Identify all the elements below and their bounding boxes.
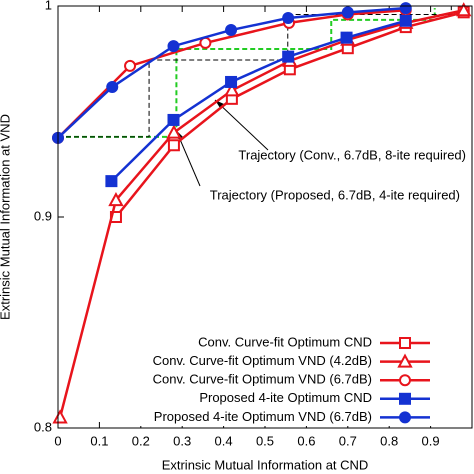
marker — [399, 14, 412, 27]
trajectory — [58, 8, 436, 138]
series-line — [58, 8, 464, 418]
marker — [52, 409, 68, 424]
marker — [397, 353, 413, 368]
plot-frame — [57, 5, 473, 429]
y-tick-label: 1 — [45, 0, 52, 12]
x-tick-label: 0.6 — [297, 433, 315, 448]
marker — [106, 81, 119, 94]
y-axis-label: Extrinsic Mutual Information at VND — [0, 114, 12, 320]
x-tick-label: 0.5 — [256, 433, 274, 448]
x-tick-label: 0.3 — [173, 433, 191, 448]
marker — [225, 75, 238, 88]
legend-label: Proposed 4-ite Optimum VND (6.7dB) — [154, 409, 372, 424]
x-tick-label: 0.9 — [422, 433, 440, 448]
annotation-arrow — [214, 99, 269, 151]
legend-label: Conv. Curve-fit Optimum VND (4.2dB) — [153, 353, 372, 368]
series-line — [110, 19, 407, 183]
x-tick-label: 0.7 — [339, 433, 357, 448]
marker — [399, 374, 411, 387]
marker — [456, 2, 472, 17]
marker — [340, 31, 353, 44]
marker — [399, 2, 412, 15]
marker — [105, 175, 118, 188]
marker — [282, 50, 295, 63]
marker — [124, 59, 137, 72]
marker — [341, 6, 354, 19]
marker — [167, 113, 180, 126]
marker — [399, 411, 411, 424]
x-tick-label: 0.4 — [215, 433, 233, 448]
marker — [282, 12, 295, 25]
marker — [225, 24, 238, 37]
legend-label: Conv. Curve-fit Optimum CND — [198, 334, 372, 349]
marker — [399, 337, 411, 349]
marker — [166, 124, 182, 139]
annotation: Trajectory (Proposed, 6.7dB, 4-ite requi… — [210, 187, 460, 202]
x-tick-label: 0.2 — [132, 433, 150, 448]
y-tick-label: 0.8 — [34, 419, 52, 434]
marker — [167, 40, 180, 53]
x-tick-label: 0 — [54, 433, 61, 448]
series-line — [57, 8, 406, 139]
legend-label: Proposed 4-ite Optimum CND — [199, 390, 372, 405]
y-tick-label: 0.9 — [34, 208, 52, 223]
annotation: Trajectory (Conv., 6.7dB, 8-ite required… — [238, 147, 466, 162]
x-tick-label: 0.8 — [380, 433, 398, 448]
legend-label: Conv. Curve-fit Optimum VND (6.7dB) — [153, 372, 372, 387]
marker — [167, 139, 180, 152]
x-axis-label: Extrinsic Mutual Information at CND — [162, 457, 369, 472]
marker — [224, 82, 240, 97]
marker — [399, 392, 411, 405]
x-tick-label: 0.1 — [90, 433, 108, 448]
marker — [108, 192, 124, 207]
